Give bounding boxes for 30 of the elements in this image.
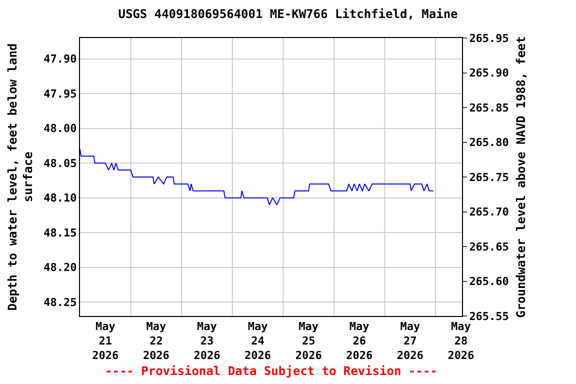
y-tick-label: 48.15 [44, 226, 77, 240]
y-tick-label: 48.25 [44, 296, 77, 309]
text: ---- Provisional Data Subject to Revision ---- [105, 364, 438, 378]
x-tick-label: May 27 2026 [396, 320, 424, 362]
y2-tick-label: 265.60 [469, 275, 509, 288]
y2-axis-title: Groundwater level above NAVD 1988, feet [514, 36, 528, 318]
y2-tick-label: 265.70 [469, 206, 509, 219]
y2-tick-label: 265.80 [469, 136, 509, 150]
y-tick-label: 47.95 [44, 87, 77, 100]
y-tick-label: 47.90 [44, 52, 77, 66]
y-axis-title: Depth to water level, feet below land surface [5, 43, 35, 311]
x-tick-label: May 25 2026 [295, 320, 322, 362]
y-tick-label: 48.20 [44, 261, 77, 274]
y2-tick-label: 265.55 [469, 310, 509, 323]
y-tick-label: 48.05 [44, 156, 77, 170]
x-tick-label: May 28 2026 [448, 320, 475, 362]
x-tick-label: May 24 2026 [244, 320, 272, 362]
x-tick-label: May 26 2026 [346, 320, 373, 362]
x-tick-label: May 21 2026 [92, 320, 120, 362]
y-tick-label: 48.10 [44, 192, 77, 205]
y-tick-label: 48.00 [44, 122, 77, 136]
x-tick-label: May 23 2026 [194, 320, 221, 362]
x-tick-label: May 22 2026 [142, 320, 170, 362]
y2-tick-label: 265.85 [469, 101, 509, 114]
y2-tick-label: 265.75 [469, 170, 509, 184]
line-series [80, 148, 434, 206]
y2-tick-label: 265.65 [469, 240, 509, 254]
y2-tick-label: 265.95 [469, 32, 509, 45]
y2-tick-label: 265.90 [469, 66, 509, 80]
chart-title: USGS 440918069564001 ME-KW766 Litchfield, Maine [118, 7, 458, 21]
